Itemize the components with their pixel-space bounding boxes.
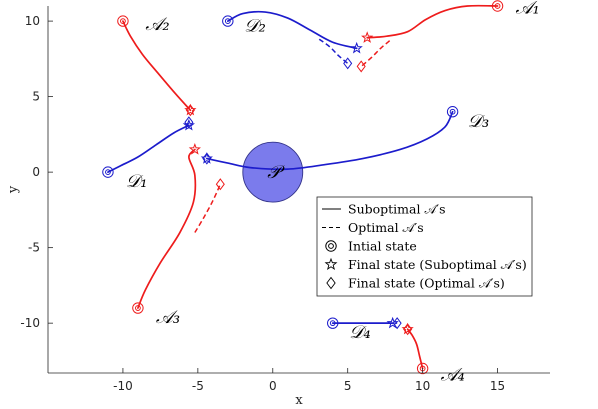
agent-label: 𝒜₃ bbox=[156, 307, 180, 328]
suboptimal-final-marker bbox=[350, 41, 363, 54]
series-1 bbox=[356, 0, 504, 73]
agent-label: 𝒟₂ bbox=[244, 16, 266, 37]
legend-initial-marker bbox=[325, 240, 337, 252]
initial-state-marker bbox=[117, 15, 129, 27]
series-4 bbox=[401, 322, 429, 375]
initial-state-marker bbox=[102, 166, 114, 178]
x-axis-label: x bbox=[295, 393, 303, 408]
agent-label: 𝒟₃ bbox=[468, 111, 490, 132]
series-3 bbox=[132, 143, 225, 314]
axes: -10 -5 0 5 10 15 -10 -5 0 5 10 x y bbox=[6, 6, 550, 408]
initial-state-marker bbox=[222, 15, 234, 27]
series-5 bbox=[102, 116, 195, 178]
y-tick-label: -5 bbox=[28, 241, 40, 255]
optimal-final-marker bbox=[343, 57, 353, 70]
initial-state-marker-inner bbox=[105, 169, 111, 176]
initial-state-marker-inner bbox=[120, 18, 126, 25]
suboptimal-trajectory bbox=[366, 4, 499, 39]
y-tick-label: 0 bbox=[32, 165, 40, 179]
x-tick-label: 5 bbox=[344, 379, 352, 393]
initial-state-marker bbox=[327, 317, 339, 329]
y-axis-label: y bbox=[6, 185, 21, 194]
agent-label: 𝒜₄ bbox=[441, 365, 465, 386]
optimal-trajectory bbox=[318, 38, 349, 64]
agent-label: 𝒟₁ bbox=[126, 171, 148, 192]
initial-state-marker-inner bbox=[494, 3, 501, 9]
x-tick-label: 15 bbox=[490, 379, 505, 393]
initial-state-marker bbox=[446, 106, 459, 118]
legend: Suboptimal 𝒜′s Optimal 𝒜′s Intial state Fin… bbox=[316, 196, 533, 297]
suboptimal-trajectory bbox=[226, 10, 358, 50]
legend-entry: Optimal 𝒜′s bbox=[322, 220, 424, 235]
initial-state-marker-inner bbox=[224, 18, 231, 25]
legend-label: Final state (Optimal 𝒜′s) bbox=[348, 276, 505, 291]
suboptimal-final-marker bbox=[401, 322, 414, 335]
suboptimal-final-marker bbox=[184, 103, 197, 116]
x-tick-label: -5 bbox=[192, 379, 204, 393]
series-6 bbox=[222, 10, 363, 70]
agent-label: 𝒟₄ bbox=[349, 322, 371, 343]
y-tick-label: 10 bbox=[25, 14, 40, 28]
suboptimal-trajectory bbox=[107, 124, 190, 173]
optimal-trajectory bbox=[194, 183, 222, 233]
x-tick-label: 0 bbox=[269, 379, 277, 393]
series-8 bbox=[327, 316, 402, 330]
legend-entry: Final state (Optimal 𝒜′s) bbox=[326, 276, 505, 291]
initial-state-marker-inner bbox=[449, 108, 456, 115]
optimal-trajectory bbox=[360, 40, 391, 67]
suboptimal-trajectory bbox=[406, 328, 424, 370]
initial-state-marker bbox=[416, 362, 429, 375]
legend-label: Final state (Suboptimal 𝒜′s) bbox=[348, 257, 527, 272]
y-tick-label: 5 bbox=[32, 90, 40, 104]
initial-state-marker bbox=[132, 302, 144, 314]
suboptimal-final-marker bbox=[200, 152, 213, 164]
initial-state-marker bbox=[491, 0, 504, 12]
x-tick-label: 10 bbox=[415, 379, 430, 393]
suboptimal-trajectory bbox=[137, 148, 197, 309]
legend-entry: Suboptimal 𝒜′s bbox=[322, 202, 446, 217]
legend-entry: Final state (Suboptimal 𝒜′s) bbox=[324, 257, 527, 272]
suboptimal-trajectory bbox=[122, 20, 192, 112]
legend-box bbox=[316, 196, 533, 297]
legend-label: Optimal 𝒜′s bbox=[348, 220, 424, 235]
initial-state-marker-inner bbox=[329, 320, 336, 327]
y-tick-label: -10 bbox=[20, 316, 40, 330]
protected-area-circle bbox=[242, 141, 304, 203]
agent-label: 𝒜₂ bbox=[145, 14, 169, 35]
suboptimal-final-marker bbox=[182, 118, 195, 131]
legend-label: Intial state bbox=[348, 239, 417, 254]
x-tick-label: -10 bbox=[113, 379, 133, 393]
suboptimal-final-marker bbox=[386, 316, 399, 329]
legend-diamond-marker bbox=[326, 276, 336, 290]
legend-initial-marker-inner bbox=[328, 243, 334, 249]
suboptimal-final-marker bbox=[361, 31, 374, 43]
initial-state-marker-inner bbox=[135, 305, 141, 311]
series-2 bbox=[117, 15, 197, 117]
optimal-final-marker bbox=[356, 60, 366, 73]
legend-label: Suboptimal 𝒜′s bbox=[348, 202, 446, 217]
agent-label: 𝒜₁ bbox=[516, 0, 540, 19]
optimal-final-marker bbox=[215, 178, 225, 191]
series-7 bbox=[200, 106, 459, 171]
suboptimal-trajectory bbox=[205, 110, 454, 171]
suboptimal-final-marker bbox=[188, 143, 201, 155]
legend-star-marker bbox=[324, 257, 338, 270]
legend-entry: Intial state bbox=[325, 239, 417, 254]
